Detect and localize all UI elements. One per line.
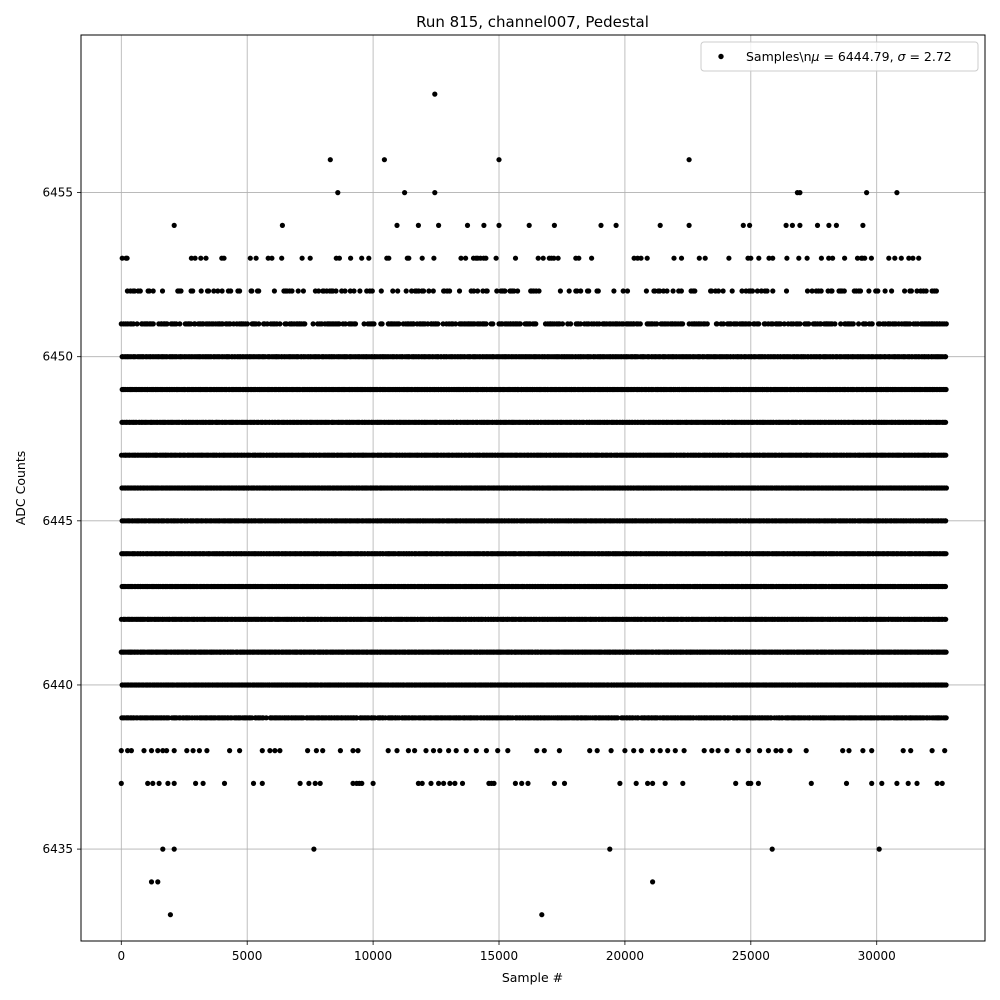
sample-point xyxy=(943,649,949,655)
sample-point xyxy=(943,616,949,622)
sample-point xyxy=(943,485,950,491)
sample-point xyxy=(943,551,949,557)
sample-point xyxy=(943,682,949,688)
sample-point xyxy=(942,583,949,590)
sample-point xyxy=(943,518,949,524)
sample-point xyxy=(263,715,269,721)
chart-title: Run 815, channel007, Pedestal xyxy=(416,13,649,31)
sample-point xyxy=(615,715,621,721)
sample-point xyxy=(943,715,949,721)
data-points xyxy=(118,91,950,918)
